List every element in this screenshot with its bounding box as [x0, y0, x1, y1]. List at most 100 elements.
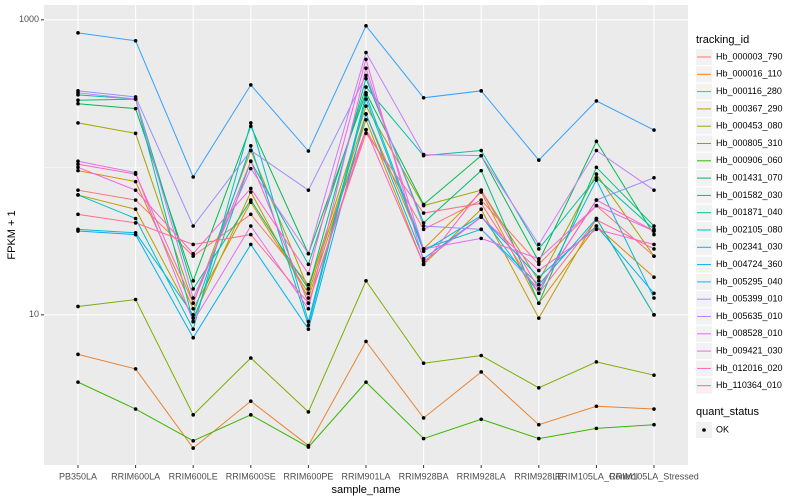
legend-label: Hb_005399_010	[716, 294, 783, 304]
legend-title: quant_status	[696, 406, 759, 418]
data-point	[133, 38, 138, 43]
data-point	[306, 262, 311, 267]
data-point	[421, 436, 426, 441]
legend-label: Hb_000906_060	[716, 155, 783, 165]
data-point	[133, 216, 138, 221]
data-point	[191, 296, 195, 300]
data-point	[479, 188, 484, 192]
legend-label: Hb_009421_030	[716, 345, 783, 355]
data-point	[133, 232, 138, 237]
data-point	[594, 218, 599, 222]
data-point	[364, 76, 368, 81]
data-point	[652, 313, 656, 317]
data-point	[306, 287, 311, 291]
legend-label: Hb_110364_010	[716, 380, 782, 390]
data-point	[191, 175, 195, 179]
data-point	[594, 224, 599, 228]
data-point	[479, 417, 484, 422]
data-point	[594, 178, 599, 182]
data-point	[191, 446, 195, 450]
data-point	[249, 190, 253, 194]
data-point	[594, 99, 599, 103]
data-point	[421, 221, 426, 225]
data-point	[306, 323, 311, 328]
data-point	[306, 410, 311, 414]
data-point	[249, 212, 253, 217]
legend-label: Hb_000367_290	[716, 103, 783, 113]
legend-label: OK	[716, 424, 729, 434]
data-point	[421, 211, 426, 215]
legend-label: Hb_000116_280	[716, 86, 782, 96]
data-point	[421, 259, 426, 264]
legend-label: Hb_004724_360	[716, 259, 783, 269]
x-tick-label: RRIM600LA	[111, 471, 160, 481]
data-point	[421, 96, 426, 100]
data-point	[249, 356, 253, 360]
data-point	[479, 201, 484, 206]
data-point	[133, 131, 138, 136]
data-point	[364, 127, 368, 132]
data-point	[306, 251, 311, 256]
data-point	[306, 327, 311, 331]
data-point	[76, 162, 80, 167]
data-point	[364, 131, 368, 136]
data-point	[76, 165, 80, 170]
data-point	[479, 236, 484, 241]
data-point	[594, 360, 599, 364]
data-point	[479, 370, 484, 374]
data-point	[191, 254, 195, 258]
data-point	[364, 380, 368, 384]
data-point	[652, 254, 656, 258]
data-point	[594, 426, 599, 431]
data-point	[76, 188, 80, 192]
data-point	[249, 121, 253, 125]
data-point	[364, 24, 368, 28]
data-point	[133, 188, 138, 192]
data-point	[537, 242, 541, 247]
data-point	[191, 279, 195, 283]
data-point	[191, 224, 195, 228]
data-point	[133, 367, 138, 371]
data-point	[421, 247, 426, 251]
data-point	[191, 306, 195, 311]
data-point	[479, 353, 484, 358]
data-point	[537, 436, 541, 441]
data-point	[76, 229, 80, 233]
data-point	[249, 399, 253, 403]
data-point	[191, 242, 195, 247]
data-point	[76, 352, 80, 357]
data-point	[249, 413, 253, 417]
data-point	[306, 296, 311, 300]
data-point	[249, 224, 253, 228]
data-point	[479, 89, 484, 93]
data-point	[652, 188, 656, 192]
data-point	[594, 148, 599, 153]
data-point	[364, 97, 368, 101]
legend-label: Hb_001431_070	[716, 172, 783, 182]
data-point	[133, 172, 138, 176]
data-point	[191, 287, 195, 291]
data-point	[249, 166, 253, 171]
data-point	[652, 275, 656, 279]
y-axis-title: FPKM + 1	[6, 210, 18, 259]
data-point	[364, 57, 368, 62]
data-point	[652, 247, 656, 251]
legend-label: Hb_000003_790	[716, 51, 783, 61]
legend-label: Hb_000805_310	[716, 138, 783, 148]
data-point	[306, 271, 311, 276]
data-point	[364, 73, 368, 78]
data-point	[133, 297, 138, 302]
legend-label: Hb_002341_030	[716, 242, 783, 252]
data-point	[594, 172, 599, 176]
data-point	[537, 282, 541, 287]
data-point	[594, 198, 599, 202]
data-point	[421, 361, 426, 366]
data-point	[133, 179, 138, 184]
data-point	[306, 291, 311, 296]
data-point	[76, 168, 80, 173]
data-point	[421, 256, 426, 261]
data-point	[76, 31, 80, 35]
data-point	[652, 291, 656, 296]
x-tick-label: RRIM928LA	[457, 471, 506, 481]
